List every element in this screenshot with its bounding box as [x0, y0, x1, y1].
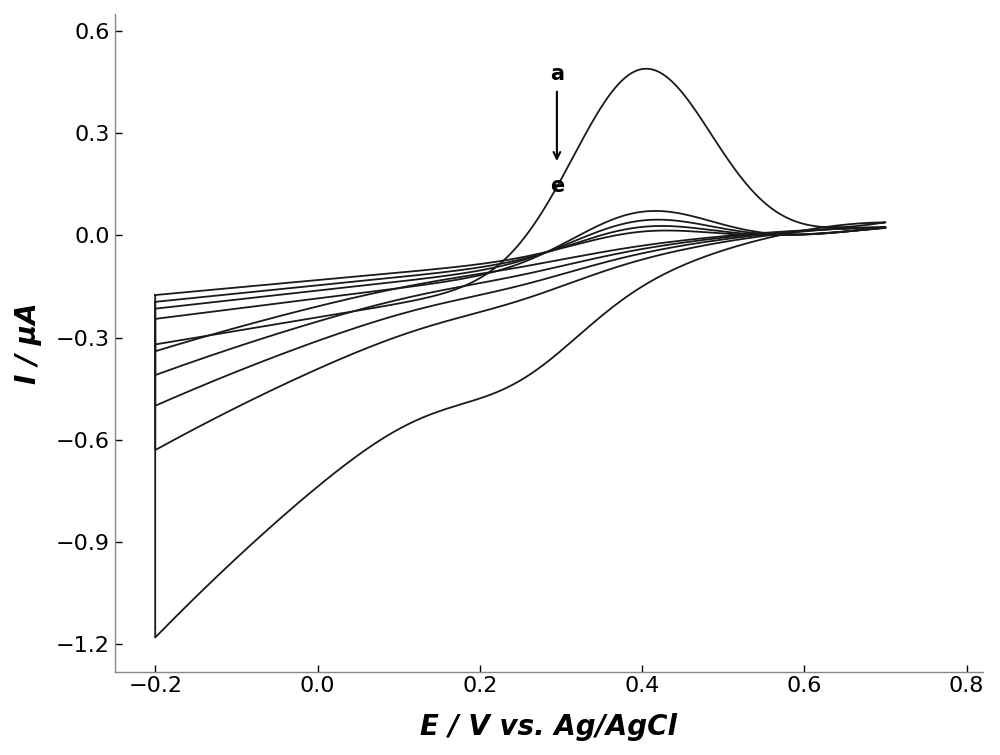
Text: a: a [550, 63, 564, 84]
X-axis label: E / V vs. Ag/AgCl: E / V vs. Ag/AgCl [420, 713, 677, 741]
Text: e: e [550, 176, 564, 196]
Y-axis label: I / μA: I / μA [14, 302, 42, 384]
